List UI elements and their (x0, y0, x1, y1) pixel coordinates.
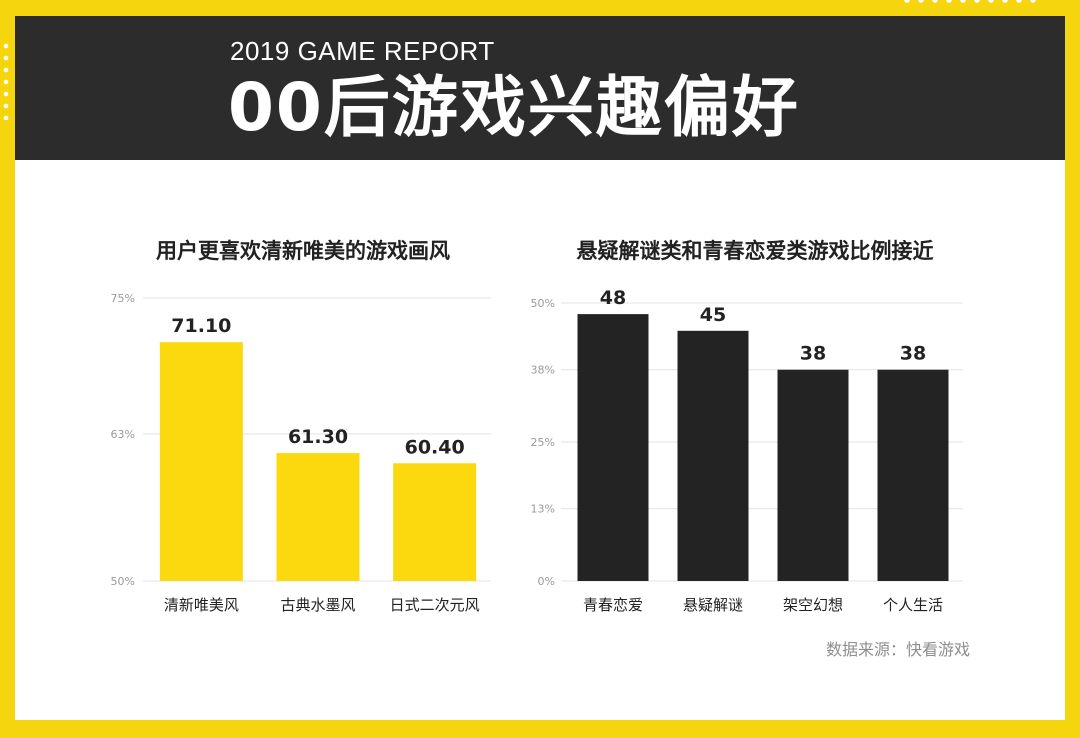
art-style-bar (159, 342, 243, 581)
genre-bar (777, 369, 849, 581)
genre-category-label: 个人生活 (883, 596, 943, 614)
genre-category-label: 架空幻想 (783, 596, 843, 614)
genre-tick-label: 50% (531, 297, 555, 310)
art-style-data-label: 60.40 (405, 436, 465, 458)
genre-bar (677, 330, 749, 581)
genre-bar (577, 314, 649, 581)
charts-canvas: 用户更喜欢清新唯美的游戏画风 50% 63% 75% 71.10 清新唯美风 61.30 古… (111, 239, 970, 659)
decorative-dots-top (900, 0, 1040, 6)
art-style-bar (393, 463, 477, 581)
chart-title-art-style: 用户更喜欢清新唯美的游戏画风 (156, 239, 450, 263)
genre-data-label: 38 (900, 343, 926, 365)
chart-art-style: 用户更喜欢清新唯美的游戏画风 50% 63% 75% 71.10 清新唯美风 61.30 古… (111, 239, 491, 614)
art-style-category-label: 日式二次元风 (390, 596, 480, 614)
chart-panel: 用户更喜欢清新唯美的游戏画风 50% 63% 75% 71.10 清新唯美风 61.30 古… (15, 160, 1065, 720)
genre-data-label: 38 (800, 343, 826, 365)
genre-tick-label: 38% (531, 364, 555, 377)
art-style-data-label: 71.10 (171, 315, 231, 337)
art-style-tick-label: 75% (111, 292, 135, 305)
chart-title-genre: 悬疑解谜类和青春恋爱类游戏比例接近 (577, 239, 934, 263)
genre-category-label: 青春恋爱 (583, 596, 643, 614)
source-note: 数据来源：快看游戏 (826, 640, 970, 659)
genre-tick-label: 0% (538, 575, 555, 588)
art-style-tick-label: 50% (111, 575, 135, 588)
chart-genre: 悬疑解谜类和青春恋爱类游戏比例接近 0% 13% 25% 38% 50% 48 青春恋爱 45… (531, 239, 963, 614)
genre-data-label: 48 (600, 287, 626, 309)
genre-tick-label: 25% (531, 436, 555, 449)
art-style-data-label: 61.30 (288, 426, 348, 448)
report-header: 2019 GAME REPORT 00后游戏兴趣偏好 (15, 16, 1065, 160)
art-style-tick-label: 63% (111, 428, 135, 441)
art-style-bar (276, 453, 360, 581)
decorative-dots-left (1, 40, 11, 120)
art-style-category-label: 清新唯美风 (164, 596, 239, 614)
art-style-category-label: 古典水墨风 (280, 596, 355, 614)
genre-category-label: 悬疑解谜 (683, 596, 743, 614)
genre-tick-label: 13% (531, 503, 555, 516)
genre-data-label: 45 (700, 304, 726, 326)
report-subtitle: 2019 GAME REPORT (230, 36, 495, 66)
report-title: 00后游戏兴趣偏好 (228, 69, 800, 146)
genre-bar (877, 369, 949, 581)
